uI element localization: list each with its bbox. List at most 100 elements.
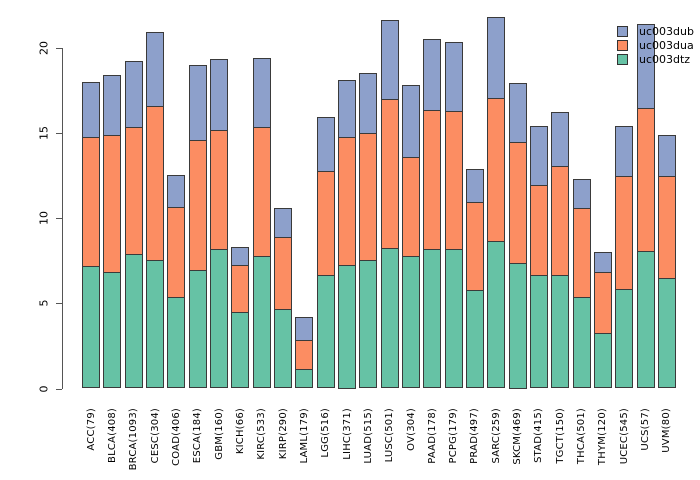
bar-segment-uc003dtz	[465, 291, 484, 389]
legend-swatch-uc003dtz	[617, 53, 628, 65]
x-tick-label: LGG(516)	[320, 408, 332, 458]
bar-segment-uc003dua	[231, 265, 250, 314]
bar-segment-uc003dtz	[295, 369, 314, 389]
bar-segment-uc003dub	[572, 178, 591, 210]
bar-segment-uc003dua	[188, 141, 207, 271]
bar-segment-uc003dua	[551, 166, 570, 276]
y-tick-label: 0	[37, 385, 51, 392]
bar-segment-uc003dua	[402, 158, 420, 258]
bar-segment-uc003dub	[359, 73, 378, 135]
x-tick-label: PRAD(497)	[469, 408, 481, 464]
x-tick-label: UVM(80)	[661, 408, 673, 453]
bar-segment-uc003dub	[338, 79, 356, 138]
bar-segment-uc003dua	[167, 207, 186, 299]
bar-segment-uc003dtz	[615, 289, 634, 389]
x-tick-label: SARC(259)	[490, 408, 502, 464]
bar-gbm	[210, 59, 228, 389]
bar-segment-uc003dua	[380, 100, 399, 249]
bar-coad	[167, 175, 186, 389]
bar-blca	[103, 74, 122, 389]
bar-segment-uc003dub	[124, 61, 143, 128]
bar-segment-uc003dub	[615, 125, 634, 178]
bar-ov	[402, 85, 420, 389]
x-tick-label: KICH(66)	[234, 408, 246, 455]
bar-segment-uc003dua	[593, 272, 612, 334]
bar-stad	[529, 125, 548, 389]
x-tick-label: PAAD(178)	[426, 408, 438, 464]
bar-ucec	[615, 125, 634, 389]
bar-segment-uc003dua	[82, 137, 100, 268]
x-tick-label: GBM(160)	[213, 408, 225, 460]
bar-segment-uc003dtz	[231, 313, 250, 389]
bar-pcpg	[444, 42, 463, 389]
y-tick	[56, 218, 62, 219]
x-tick-label: BRCA(1093)	[128, 408, 140, 471]
bar-acc	[82, 81, 100, 389]
bar-sarc	[487, 16, 506, 389]
legend-label: uc003dub	[639, 24, 694, 38]
bar-segment-uc003dtz	[103, 272, 122, 389]
legend-swatch-uc003dua	[617, 39, 628, 51]
bar-segment-uc003dua	[316, 171, 335, 276]
bar-segment-uc003dub	[465, 168, 484, 203]
bar-segment-uc003dua	[295, 340, 314, 370]
bar-segment-uc003dua	[124, 127, 143, 256]
x-tick-label: KIRP(290)	[277, 408, 289, 460]
bar-tgct	[551, 112, 570, 389]
x-tick-label: THYM(120)	[597, 408, 609, 466]
x-tick-label: STAD(415)	[533, 408, 545, 463]
bar-segment-uc003dtz	[593, 333, 612, 389]
bar-segment-uc003dub	[252, 57, 271, 128]
x-tick-label: LAML(179)	[298, 408, 310, 464]
legend-label: uc003dua	[639, 38, 694, 52]
bar-segment-uc003dua	[465, 202, 484, 292]
bar-segment-uc003dua	[657, 177, 676, 280]
bar-thca	[572, 178, 591, 389]
bar-segment-uc003dua	[444, 112, 463, 251]
y-tick-label: 5	[37, 299, 51, 307]
bar-segment-uc003dua	[615, 177, 634, 290]
bar-segment-uc003dtz	[210, 250, 228, 389]
bar-segment-uc003dtz	[444, 250, 463, 389]
bar-lihc	[338, 79, 356, 389]
y-tick	[56, 47, 62, 49]
bar-kirc	[252, 57, 271, 389]
bar-segment-uc003dua	[529, 185, 548, 276]
bar-segment-uc003dua	[423, 110, 442, 251]
x-tick-label: UCEC(545)	[618, 408, 630, 465]
bar-segment-uc003dtz	[657, 279, 676, 389]
bar-segment-uc003dua	[252, 127, 271, 258]
bar-segment-uc003dtz	[551, 275, 570, 389]
bar-segment-uc003dub	[188, 64, 207, 142]
y-tick-label: 10	[37, 211, 51, 225]
legend-item: uc003dtz	[617, 52, 694, 66]
y-tick	[56, 303, 62, 305]
bar-segment-uc003dua	[508, 142, 527, 265]
bar-segment-uc003dub	[402, 85, 420, 159]
bar-segment-uc003dtz	[274, 310, 292, 389]
bar-segment-uc003dub	[593, 252, 612, 273]
bar-segment-uc003dub	[316, 117, 335, 172]
bar-kirp	[274, 207, 292, 389]
bar-segment-uc003dtz	[423, 250, 442, 389]
bar-segment-uc003dtz	[572, 298, 591, 389]
bar-segment-uc003dtz	[124, 255, 143, 389]
bar-cesc	[146, 32, 164, 389]
bar-segment-uc003dua	[636, 108, 655, 253]
bar-paad	[423, 39, 442, 389]
bar-segment-uc003dub	[295, 316, 314, 341]
legend: uc003dub uc003dua uc003dtz	[617, 24, 694, 67]
bar-uvm	[657, 134, 676, 389]
bar-segment-uc003dua	[274, 238, 292, 311]
bar-segment-uc003dub	[487, 16, 506, 99]
x-tick-label: TGCT(150)	[554, 408, 566, 464]
bar-kich	[231, 247, 250, 389]
bar-segment-uc003dtz	[252, 257, 271, 389]
bar-lgg	[316, 117, 335, 389]
bar-segment-uc003dub	[210, 59, 228, 131]
y-tick-label: 15	[37, 125, 51, 140]
bar-segment-uc003dtz	[402, 257, 420, 389]
bar-brca	[124, 61, 143, 389]
y-tick	[56, 132, 62, 134]
